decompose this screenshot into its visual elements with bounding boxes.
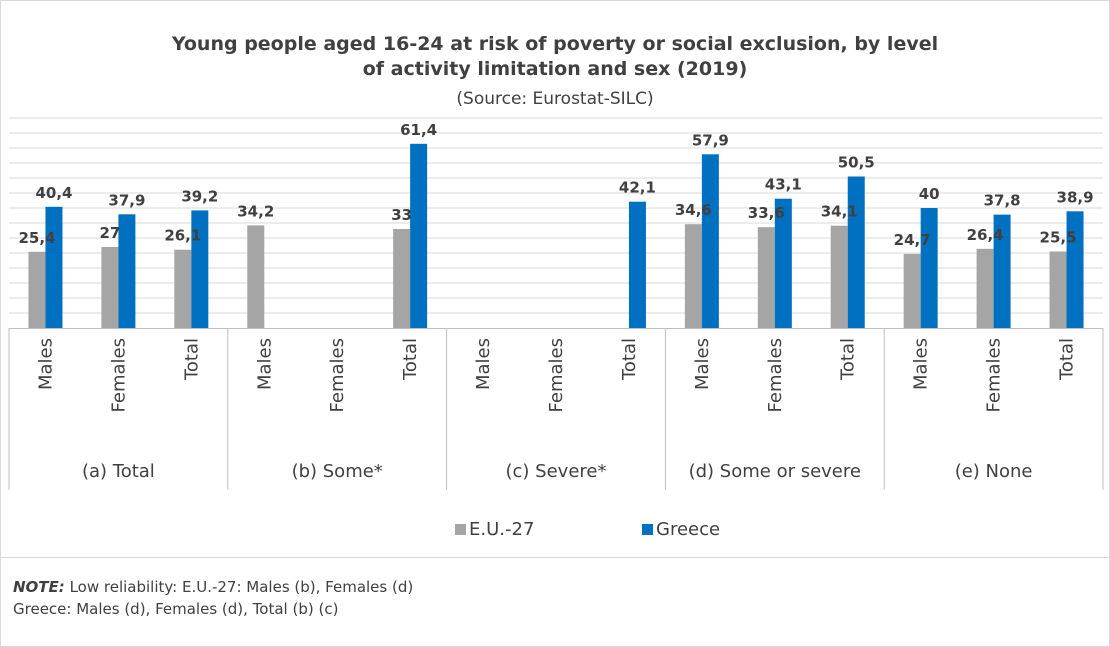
bar-eu27 xyxy=(976,248,994,328)
data-label: 34,1 xyxy=(821,203,858,221)
category-label: Males xyxy=(911,338,932,390)
bar-greece xyxy=(45,206,63,328)
data-label: 25,4 xyxy=(18,229,55,247)
data-label: 34,6 xyxy=(675,201,712,219)
legend-label-eu27: E.U.-27 xyxy=(469,519,535,540)
data-label: 26,1 xyxy=(164,227,201,245)
category-label: Females xyxy=(546,338,567,412)
note-label: NOTE: xyxy=(13,578,65,596)
group-label: (e) None xyxy=(955,461,1033,482)
chart-subtitle: (Source: Eurostat-SILC) xyxy=(456,89,654,109)
group-label: (b) Some* xyxy=(292,461,383,482)
bar-greece xyxy=(191,210,209,328)
category-label: Males xyxy=(35,338,56,390)
data-label: 61,4 xyxy=(400,121,437,139)
legend-swatch-greece xyxy=(642,524,653,535)
category-label: Total xyxy=(400,338,421,381)
data-label: 43,1 xyxy=(765,176,802,194)
data-label: 39,2 xyxy=(181,187,218,205)
bar-greece xyxy=(1066,211,1084,328)
bar-eu27 xyxy=(101,247,119,328)
bar-greece xyxy=(701,154,719,328)
data-label: 38,9 xyxy=(1057,188,1094,206)
bar-eu27 xyxy=(174,249,192,328)
bar-eu27 xyxy=(28,251,46,328)
group-label: (a) Total xyxy=(82,461,155,482)
bar-greece xyxy=(628,201,646,328)
data-label: 40 xyxy=(919,185,940,203)
data-label: 40,4 xyxy=(35,184,72,202)
bar-eu27 xyxy=(830,225,848,328)
category-label: Females xyxy=(327,338,348,412)
data-label: 25,5 xyxy=(1040,229,1077,247)
bar-eu27 xyxy=(1049,251,1067,328)
bar-greece xyxy=(847,176,865,328)
bar-eu27 xyxy=(757,227,775,328)
data-label: 57,9 xyxy=(692,131,729,149)
legend-item-greece: Greece xyxy=(642,519,720,540)
data-label: 27 xyxy=(99,224,120,242)
bar-greece xyxy=(118,214,136,328)
data-label: 24,7 xyxy=(894,231,931,249)
data-label: 37,8 xyxy=(984,192,1021,210)
bar-chart: 25,4 27 26,1 34,2 33 34,6 33,6 34,1 24,7 26,4 25,5… xyxy=(8,117,1104,490)
category-label: Females xyxy=(765,338,786,412)
legend-swatch-eu27 xyxy=(455,524,466,535)
group-label: (c) Severe* xyxy=(506,461,607,482)
data-label: 33,6 xyxy=(748,204,785,222)
bar-greece xyxy=(920,208,938,328)
category-label: Males xyxy=(254,338,275,390)
legend-label-greece: Greece xyxy=(656,519,721,540)
category-label: Females xyxy=(984,338,1005,412)
note-text-1: Low reliability: E.U.-27: Males (b), Fem… xyxy=(64,578,414,596)
bar-eu27 xyxy=(393,229,411,328)
note-line-2: Greece: Males (d), Females (d), Total (b… xyxy=(13,600,339,618)
data-label: 50,5 xyxy=(838,154,875,172)
category-label: Total xyxy=(838,338,859,381)
bar-eu27 xyxy=(684,224,702,328)
bar-greece xyxy=(774,198,792,328)
bar-eu27 xyxy=(903,253,921,328)
category-label: Females xyxy=(108,338,129,412)
category-label: Total xyxy=(181,338,202,381)
category-label: Males xyxy=(692,338,713,390)
category-label: Total xyxy=(1057,338,1078,381)
note-line-1: NOTE: Low reliability: E.U.-27: Males (b… xyxy=(13,578,413,596)
data-label: 26,4 xyxy=(967,226,1004,244)
data-label: 33 xyxy=(391,206,412,224)
chart-title-line-1: Young people aged 16-24 at risk of pover… xyxy=(171,33,939,55)
data-label: 42,1 xyxy=(619,179,656,197)
data-label: 37,9 xyxy=(108,191,145,209)
data-label: 34,2 xyxy=(237,202,274,220)
group-label: (d) Some or severe xyxy=(689,461,861,482)
category-label: Total xyxy=(619,338,640,381)
bar-greece xyxy=(993,214,1011,328)
legend-item-eu27: E.U.-27 xyxy=(455,519,534,540)
bar-eu27 xyxy=(247,225,265,328)
bar-greece xyxy=(410,143,428,328)
chart-title-line-2: of activity limitation and sex (2019) xyxy=(362,58,748,80)
category-label: Males xyxy=(473,338,494,390)
